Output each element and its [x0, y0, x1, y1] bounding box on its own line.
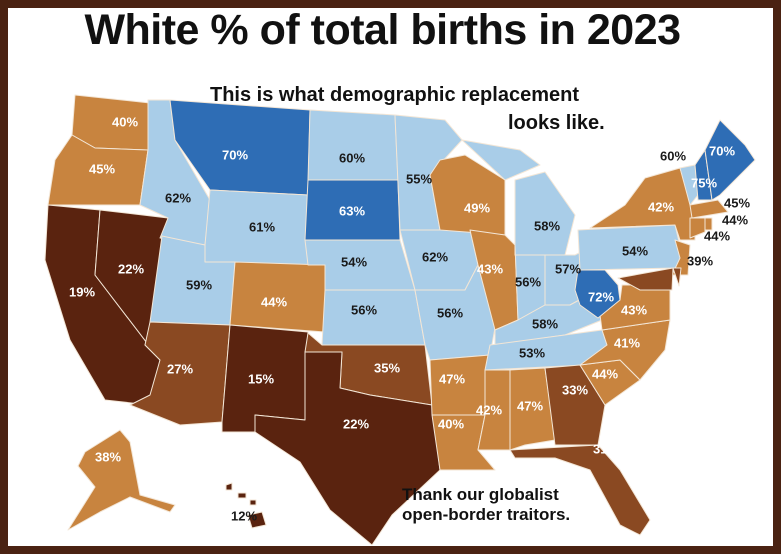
state-label-tx: 22%: [343, 416, 369, 431]
annotation-top-line1: This is what demographic replacement: [210, 84, 579, 106]
state-me: [704, 119, 756, 201]
state-label-fl: 31%: [593, 441, 619, 456]
state-label-me: 70%: [709, 143, 735, 158]
state-label-mt: 70%: [222, 147, 248, 162]
state-label-co: 44%: [261, 294, 287, 309]
annotation-bottom-line1: Thank our globalist: [402, 485, 559, 504]
state-ak: [67, 429, 176, 531]
state-label-ga: 33%: [562, 382, 588, 397]
state-label-ne: 54%: [341, 254, 367, 269]
state-label-hi: 12%: [231, 508, 257, 523]
state-label-nj: 39%: [687, 253, 713, 268]
state-md: [617, 267, 674, 291]
state-ct: [689, 217, 706, 239]
state-label-ut: 59%: [186, 277, 212, 292]
state-label-ak: 38%: [95, 449, 121, 464]
state-label-ma: 45%: [724, 195, 750, 210]
state-label-sd: 63%: [339, 203, 365, 218]
state-label-nh: 75%: [691, 175, 717, 190]
state-de: [672, 267, 682, 287]
state-mi: [461, 139, 541, 181]
annotation-bottom-line2: open-border traitors.: [402, 505, 571, 524]
state-hi: [247, 511, 267, 529]
state-wv: [574, 269, 621, 319]
state-label-wi: 49%: [464, 200, 490, 215]
state-label-wa: 40%: [112, 114, 138, 129]
state-label-in: 56%: [515, 274, 541, 289]
state-label-ca: 19%: [69, 284, 95, 299]
state-label-or: 45%: [89, 161, 115, 176]
state-label-nm: 15%: [248, 371, 274, 386]
map-title: White % of total births in 2023: [84, 6, 681, 54]
state-hi-island: [249, 499, 257, 506]
state-nc: [579, 319, 671, 381]
state-label-ks: 56%: [351, 302, 377, 317]
state-label-pa: 54%: [622, 243, 648, 258]
state-label-ri: 44%: [722, 212, 748, 227]
state-label-nv: 22%: [118, 261, 144, 276]
state-mo: [414, 264, 496, 361]
state-tx: [254, 351, 441, 546]
state-nd: [307, 109, 399, 181]
state-label-id: 62%: [165, 190, 191, 205]
state-mi: [514, 171, 576, 256]
state-fl: [509, 444, 651, 536]
state-label-ok: 35%: [374, 360, 400, 375]
state-ma: [689, 199, 729, 219]
state-label-ia: 62%: [422, 249, 448, 264]
state-la: [431, 414, 496, 471]
state-ms: [477, 369, 511, 451]
state-label-wy: 61%: [249, 219, 275, 234]
state-ga: [544, 364, 606, 446]
state-label-mi: 58%: [534, 218, 560, 233]
state-label-ct: 44%: [704, 228, 730, 243]
state-label-ar: 47%: [439, 371, 465, 386]
state-label-wv: 72%: [588, 289, 614, 304]
annotation-top-line2: looks like.: [508, 112, 605, 134]
state-label-ky: 58%: [532, 316, 558, 331]
state-label-ms: 42%: [476, 402, 502, 417]
state-al: [509, 367, 556, 451]
state-hi-island: [225, 482, 233, 491]
state-label-nd: 60%: [339, 150, 365, 165]
state-label-oh: 57%: [555, 261, 581, 276]
state-label-la: 40%: [438, 416, 464, 431]
state-label-nc: 41%: [614, 335, 640, 350]
state-hi-island: [237, 492, 247, 499]
state-label-ny: 42%: [648, 199, 674, 214]
state-label-sc: 44%: [592, 366, 618, 381]
state-label-il: 43%: [477, 261, 503, 276]
state-label-al: 47%: [517, 398, 543, 413]
state-ks: [321, 289, 426, 346]
state-label-va: 43%: [621, 302, 647, 317]
state-label-tn: 53%: [519, 345, 545, 360]
state-label-az: 27%: [167, 361, 193, 376]
state-label-mo: 56%: [437, 305, 463, 320]
state-label-vt: 60%: [660, 148, 686, 163]
state-label-mn: 55%: [406, 171, 432, 186]
